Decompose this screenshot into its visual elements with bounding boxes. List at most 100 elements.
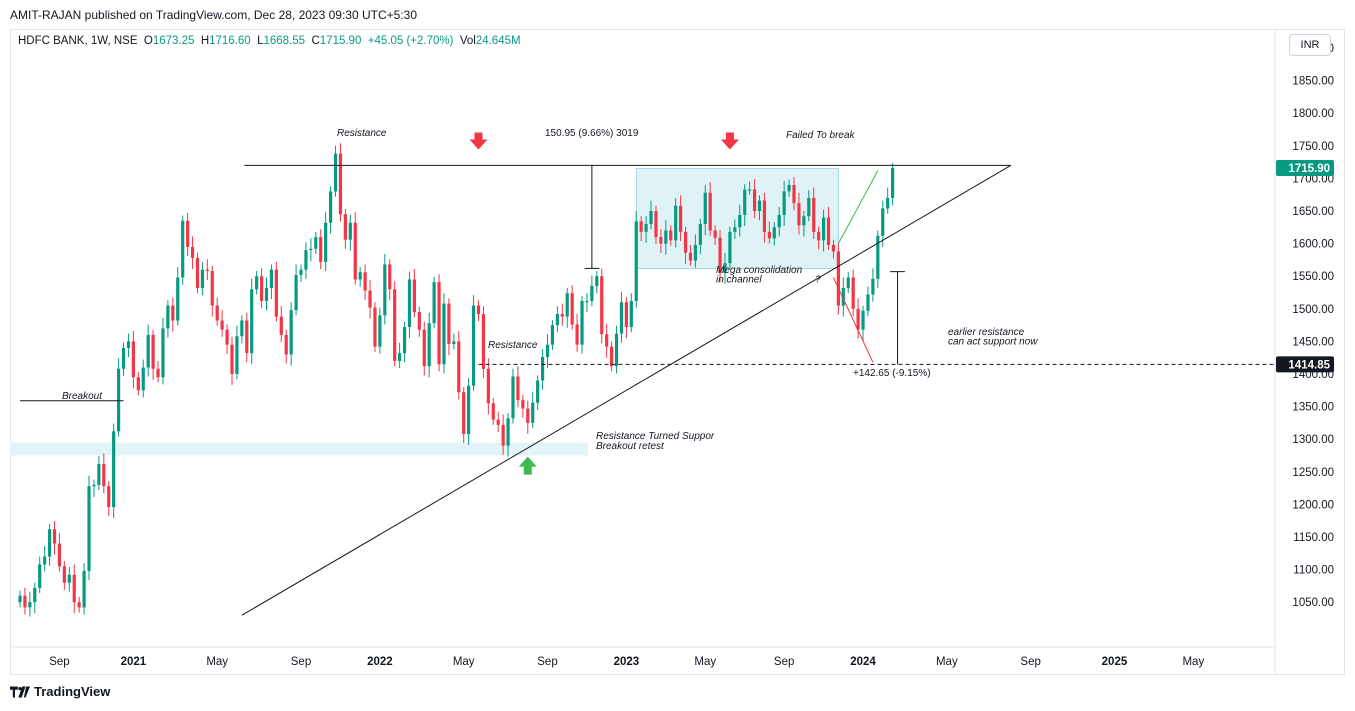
candle-body (723, 263, 727, 273)
candle-body (274, 269, 278, 317)
candle-body (126, 341, 131, 348)
candle-body (309, 248, 313, 251)
candle-body (476, 305, 481, 315)
candle-body (861, 310, 865, 330)
candlestick-chart[interactable]: Breakout Resistance Resistance 150.95 (9.66… (10, 29, 1345, 675)
candle-body (817, 231, 821, 241)
candle-body (181, 220, 185, 278)
candle-body (264, 287, 269, 301)
candle-body (669, 230, 673, 241)
candle-body (23, 595, 27, 608)
candle-body (412, 279, 416, 313)
y-tick-label: 1350.00 (1292, 402, 1334, 414)
candle-body (610, 346, 614, 367)
candle-body (353, 222, 357, 280)
candle-body (230, 344, 234, 374)
candle-body (338, 153, 343, 215)
tradingview-logo[interactable]: TradingView (10, 684, 110, 699)
candle-body (72, 574, 76, 603)
y-tick-label: 1550.00 (1292, 271, 1334, 283)
measure-down-label: +142.65 (-9.15%) (853, 368, 931, 379)
candle-body (67, 574, 71, 583)
breakout-label: Breakout (62, 391, 103, 402)
legend-change: +45.05 (+2.70%) (367, 35, 454, 47)
candle-body (821, 217, 826, 241)
price-label: 1414.85 (1288, 359, 1330, 371)
candle-body (688, 252, 693, 261)
candle-body (437, 282, 441, 365)
price-label: 1715.90 (1288, 163, 1330, 175)
candle-body (235, 336, 239, 374)
x-tick-label: 2021 (121, 656, 147, 668)
candle-body (728, 231, 732, 264)
brand-label: TradingView (34, 684, 111, 699)
candle-body (738, 214, 742, 228)
candle-body (314, 237, 318, 249)
candle-body (807, 197, 811, 217)
candle-body (358, 272, 362, 280)
y-tick-label: 1500.00 (1292, 304, 1334, 316)
support-now-label: can act support now (948, 337, 1038, 348)
candle-body (491, 403, 495, 420)
candle-body (851, 277, 855, 309)
candle-body (176, 277, 180, 321)
candle-body (368, 290, 372, 308)
candle-body (447, 303, 451, 345)
legend-high-label: H (200, 35, 210, 47)
candle-body (787, 184, 791, 192)
candle-body (304, 250, 308, 270)
y-tick-label: 1450.00 (1292, 336, 1334, 348)
candle-body (639, 221, 643, 232)
candle-body (166, 305, 170, 329)
candle-body (590, 285, 594, 301)
candle-body (462, 392, 466, 434)
consolidation-box (635, 168, 839, 269)
candle-body (531, 402, 535, 423)
tradingview-logo-icon (10, 685, 30, 698)
candle-body (343, 214, 347, 240)
candle-body (836, 251, 840, 306)
candle-body (871, 278, 875, 295)
y-tick-label: 1800.00 (1292, 108, 1334, 120)
legend-low-label: L (257, 35, 264, 47)
candle-body (585, 300, 589, 303)
candle-body (422, 329, 426, 367)
y-tick-label: 1600.00 (1292, 239, 1334, 251)
candle-body (156, 368, 160, 378)
candle-body (762, 200, 767, 232)
x-tick-label: May (1182, 656, 1204, 668)
failed-to-break-label: Failed To break (786, 130, 856, 141)
candle-body (432, 282, 436, 324)
candle-body (526, 408, 530, 423)
x-tick-label: May (206, 656, 228, 668)
candle-body (398, 353, 402, 361)
x-tick-label: Sep (49, 656, 69, 668)
candle-body (407, 279, 412, 328)
candle-body (698, 224, 702, 245)
candle-body (600, 276, 604, 335)
candle-body (102, 463, 106, 487)
candle-body (82, 570, 86, 608)
candle-body (141, 367, 145, 391)
candle-body (831, 244, 836, 252)
candle-body (87, 486, 91, 571)
candle-body (467, 385, 471, 434)
candle-body (570, 293, 574, 325)
candle-body (841, 287, 845, 306)
candle-body (47, 529, 52, 557)
rising-trendline (241, 164, 1012, 616)
candle-body (521, 400, 525, 409)
candle-body (659, 237, 663, 244)
currency-button[interactable]: INR (1289, 34, 1331, 56)
y-tick-label: 1200.00 (1292, 499, 1334, 511)
candle-body (703, 192, 707, 225)
candle-body (614, 333, 619, 367)
candle-body (240, 320, 244, 337)
candle-body (393, 289, 397, 361)
candle-body (299, 269, 303, 275)
x-tick-label: 2022 (367, 656, 393, 668)
candle-body (328, 191, 333, 223)
candle-body (634, 221, 638, 301)
x-tick-label: May (936, 656, 958, 668)
candle-body (812, 197, 816, 232)
